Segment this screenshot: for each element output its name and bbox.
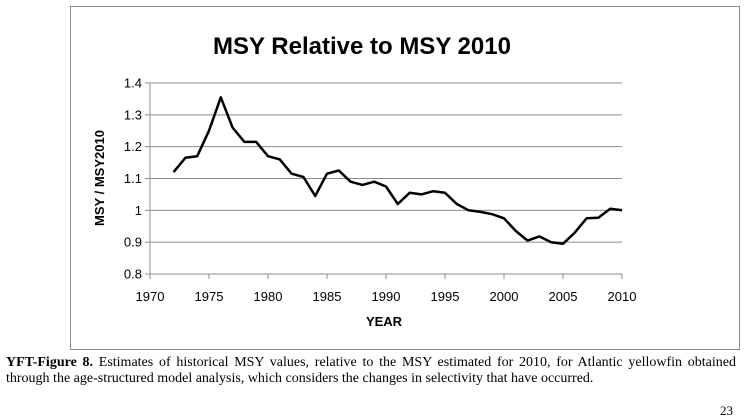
x-tick-label: 1985 [313, 289, 342, 304]
series-group [174, 97, 622, 244]
y-tick-label: 1.3 [124, 107, 142, 122]
y-tick-label: 1.1 [124, 171, 142, 186]
y-tick-label: 1.2 [124, 139, 142, 154]
y-tick-label: 1 [135, 203, 142, 218]
caption-text: Estimates of historical MSY values, rela… [6, 355, 736, 386]
x-tick-label: 1995 [431, 289, 460, 304]
chart-title: MSY Relative to MSY 2010 [213, 33, 511, 60]
y-tick-label: 0.9 [124, 235, 142, 250]
x-tick-label: 1970 [136, 289, 165, 304]
series-line [174, 97, 622, 244]
x-tick-label: 1990 [372, 289, 401, 304]
x-axis-label: YEAR [366, 314, 403, 329]
caption-label: YFT-Figure 8. [6, 355, 93, 370]
x-tick-labels: 1970 1975 1980 1985 1990 1995 2000 2005 2010 [136, 289, 637, 304]
page-number: 23 [720, 403, 733, 419]
gridlines [150, 83, 622, 274]
x-tick-label: 2005 [549, 289, 578, 304]
y-axis-label: MSY / MSY2010 [92, 130, 107, 226]
y-tick-labels: 0.8 0.9 1 1.1 1.2 1.3 1.4 [124, 76, 142, 282]
x-tick-label: 1980 [254, 289, 283, 304]
y-tick-label: 1.4 [124, 76, 142, 91]
x-tick-label: 1975 [195, 289, 224, 304]
y-tick-label: 0.8 [124, 267, 142, 282]
figure-caption: YFT-Figure 8. Estimates of historical MS… [6, 355, 736, 387]
x-tick-label: 2000 [490, 289, 519, 304]
msy-line-chart: 0.8 0.9 1 1.1 1.2 1.3 1.4 1970 1975 1980 1985 1990… [0, 0, 751, 350]
x-tick-label: 2010 [608, 289, 637, 304]
